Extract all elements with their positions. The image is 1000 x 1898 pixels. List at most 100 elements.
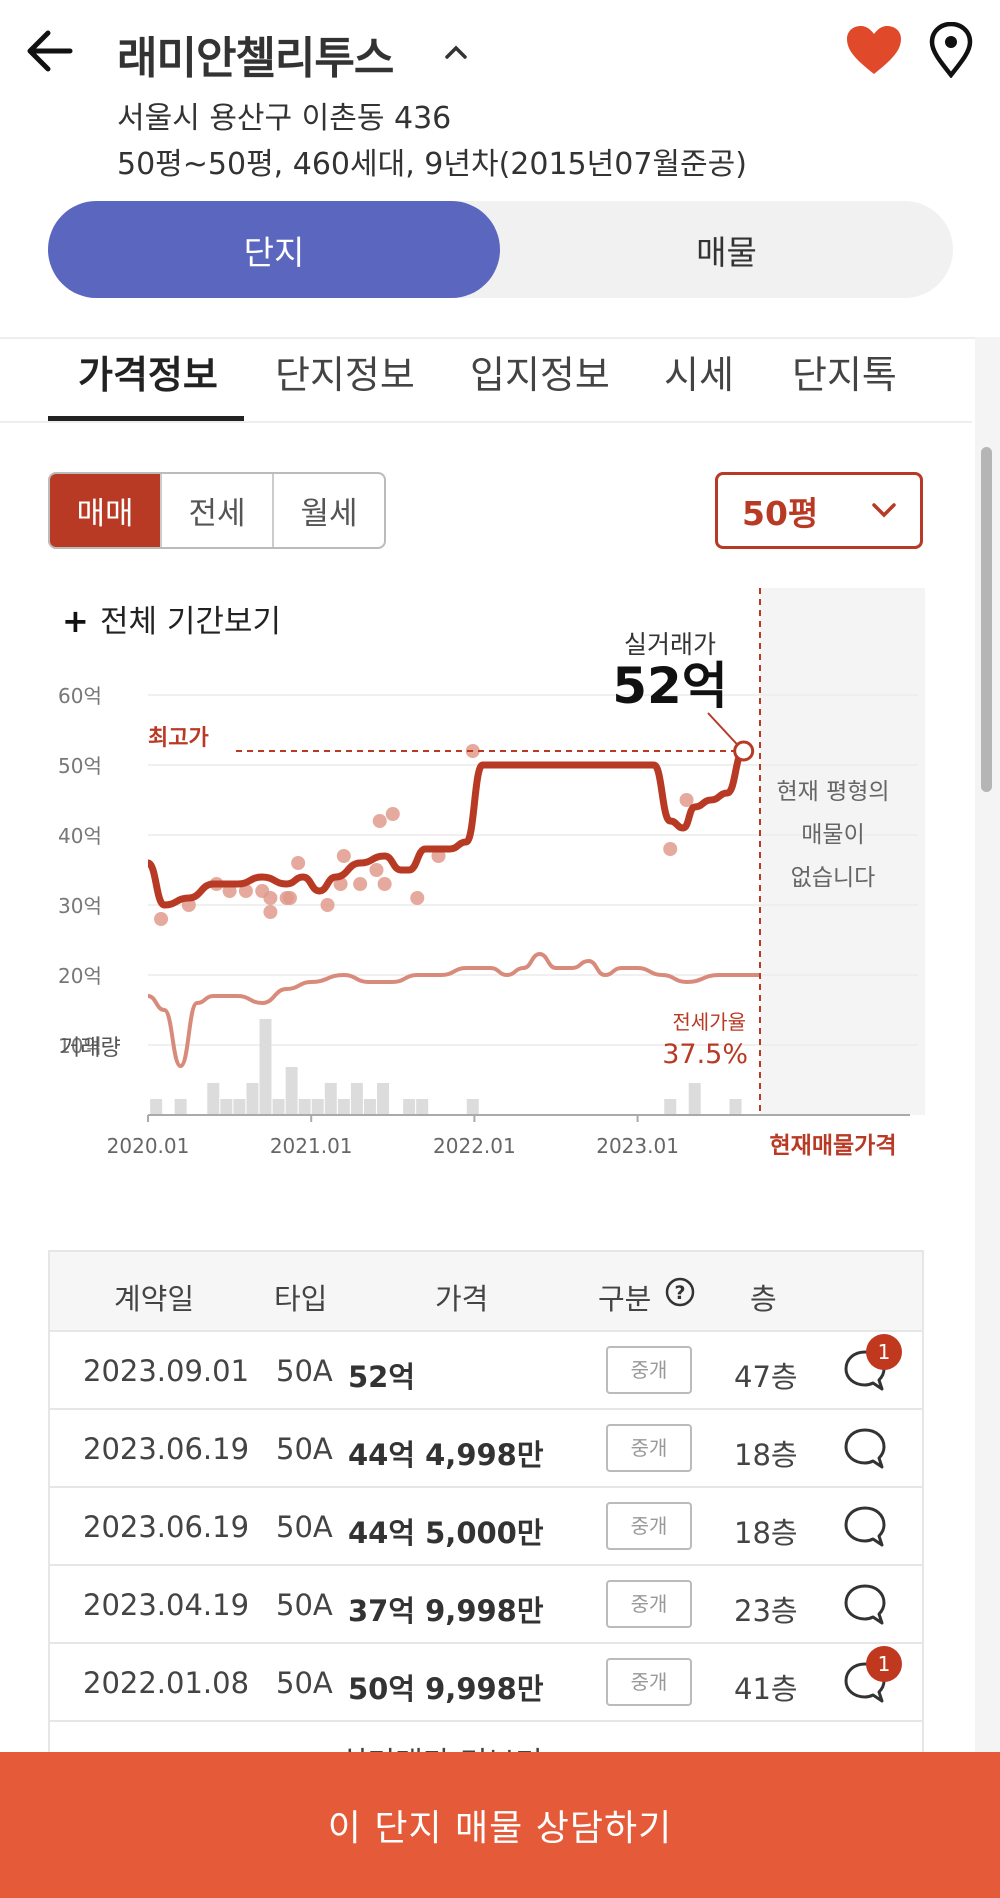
row-kind-badge: 중개 — [606, 1502, 692, 1550]
size-dropdown[interactable]: 50평 — [715, 472, 923, 549]
x-tick-label: 2023.01 — [596, 1134, 679, 1158]
volume-bar — [174, 1099, 187, 1115]
transaction-dot — [369, 863, 384, 877]
transaction-dot — [663, 842, 678, 856]
tab-complex-info[interactable]: 단지정보 — [275, 353, 415, 397]
transaction-dot — [372, 814, 387, 828]
chat-icon[interactable] — [842, 1426, 888, 1472]
x-tick-label: 2021.01 — [270, 1134, 353, 1158]
transaction-dot — [410, 891, 425, 905]
scrollbar-thumb[interactable] — [981, 447, 992, 792]
location-pin-icon[interactable] — [927, 22, 975, 78]
latest-price-marker[interactable] — [733, 740, 755, 762]
chevron-down-icon — [872, 503, 896, 518]
divider — [0, 337, 1000, 339]
row-date: 2023.09.01 — [83, 1354, 250, 1388]
row-type: 50A — [276, 1432, 333, 1466]
volume-bar — [377, 1083, 390, 1115]
transaction-dot — [377, 877, 392, 891]
row-floor: 18층 — [734, 1438, 798, 1472]
y-tick-label: 40억 — [58, 824, 102, 848]
segment-complex[interactable]: 단지 — [48, 201, 500, 298]
volume-bar — [403, 1099, 416, 1115]
deal-type-monthly[interactable]: 월세 — [272, 474, 384, 547]
header-floor: 층 — [750, 1282, 777, 1316]
volume-bar — [246, 1083, 259, 1115]
volume-bar — [337, 1099, 350, 1115]
y-axis-ticks: 60억 50억 40억 30억 20억 10억 — [58, 684, 102, 1058]
x-axis-ticks: 2020.01 2021.01 2022.01 2023.01 — [107, 1115, 679, 1158]
volume-bar — [466, 1099, 479, 1115]
volume-bar — [285, 1067, 298, 1115]
row-type: 50A — [276, 1588, 333, 1622]
no-listing-line-1: 현재 평형의 — [776, 779, 889, 805]
row-price: 37억 9,998만 — [348, 1594, 544, 1628]
row-price: 44억 4,998만 — [348, 1438, 544, 1472]
header-price: 가격 — [435, 1282, 489, 1316]
transaction-dot — [238, 884, 253, 898]
volume-bar — [416, 1099, 429, 1115]
row-type: 50A — [276, 1666, 333, 1700]
segment-listings[interactable]: 매물 — [696, 232, 757, 272]
table-row[interactable]: 2023.09.01 50A 52억 중개 47층 1 — [50, 1332, 922, 1410]
row-floor: 41층 — [734, 1672, 798, 1706]
volume-bar — [259, 1019, 272, 1115]
comment-count-badge: 1 — [866, 1646, 902, 1682]
consult-listing-button[interactable]: 이 단지 매물 상담하기 — [0, 1752, 1000, 1898]
transaction-dot — [385, 807, 400, 821]
deal-type-jeonse[interactable]: 전세 — [160, 474, 272, 547]
chat-icon[interactable] — [842, 1582, 888, 1628]
help-icon[interactable]: ? — [664, 1276, 696, 1308]
tab-price-info[interactable]: 가격정보 — [78, 353, 218, 397]
volume-label: 거래량 — [60, 1036, 121, 1061]
price-chart: 60억 50억 40억 30억 20억 10억 2020.01 2021.01 2022.01… — [58, 588, 925, 1159]
row-floor: 47층 — [734, 1360, 798, 1394]
volume-bar — [363, 1099, 376, 1115]
row-price: 44억 5,000만 — [348, 1516, 544, 1550]
favorite-heart-icon[interactable] — [845, 24, 903, 76]
expand-period-button[interactable]: 전체 기간보기 — [100, 604, 281, 640]
back-arrow-icon[interactable] — [24, 28, 74, 74]
row-floor: 18층 — [734, 1516, 798, 1550]
latest-price-value: 52억 — [612, 657, 728, 715]
row-date: 2023.06.19 — [83, 1432, 250, 1466]
y-tick-label: 10억 — [58, 1034, 102, 1058]
transaction-dot — [336, 849, 351, 863]
transaction-dot — [320, 898, 335, 912]
table-row[interactable]: 2022.01.08 50A 50억 9,998만 중개 41층 1 — [50, 1644, 922, 1722]
transaction-dot — [154, 912, 169, 926]
transaction-table: 계약일 타입 가격 구분 ? 층 2023.09.01 50A 52억 중개 47층 1 2… — [48, 1250, 924, 1770]
header-date: 계약일 — [114, 1282, 195, 1316]
volume-bar — [150, 1099, 163, 1115]
expand-plus-icon[interactable]: + — [62, 602, 89, 640]
table-row[interactable]: 2023.06.19 50A 44억 5,000만 중개 18층 — [50, 1488, 922, 1566]
tab-location-info[interactable]: 입지정보 — [470, 353, 610, 397]
chart-grid — [148, 694, 918, 1046]
chevron-up-icon[interactable] — [443, 40, 469, 64]
current-listing-area — [760, 588, 925, 1115]
table-row[interactable]: 2023.06.19 50A 44억 4,998만 중개 18층 — [50, 1410, 922, 1488]
tab-complex-talk[interactable]: 단지톡 — [792, 353, 897, 397]
latest-price-pointer — [707, 712, 739, 746]
x-tick-label: 2020.01 — [107, 1134, 190, 1158]
volume-bar — [350, 1083, 363, 1115]
svg-text:?: ? — [674, 1282, 685, 1304]
y-tick-label: 30억 — [58, 894, 102, 918]
deal-type-sale[interactable]: 매매 — [50, 474, 160, 547]
no-listing-line-3: 없습니다 — [791, 865, 876, 891]
row-date: 2023.06.19 — [83, 1510, 250, 1544]
chat-icon[interactable] — [842, 1504, 888, 1550]
size-dropdown-value: 50평 — [742, 493, 819, 533]
transaction-dot — [333, 877, 348, 891]
jeonse-price-line — [147, 951, 760, 1069]
x-tick-label: 2022.01 — [433, 1134, 516, 1158]
jeonse-ratio-value: 37.5% — [662, 1039, 748, 1070]
tab-market-price[interactable]: 시세 — [664, 353, 734, 397]
table-row[interactable]: 2023.04.19 50A 37억 9,998만 중개 23층 — [50, 1566, 922, 1644]
row-date: 2022.01.08 — [83, 1666, 250, 1700]
row-type: 50A — [276, 1510, 333, 1544]
transaction-dot — [353, 877, 368, 891]
row-kind-badge: 중개 — [606, 1346, 692, 1394]
row-price: 50억 9,998만 — [348, 1672, 544, 1706]
complex-title[interactable]: 래미안첼리투스 — [117, 33, 394, 84]
